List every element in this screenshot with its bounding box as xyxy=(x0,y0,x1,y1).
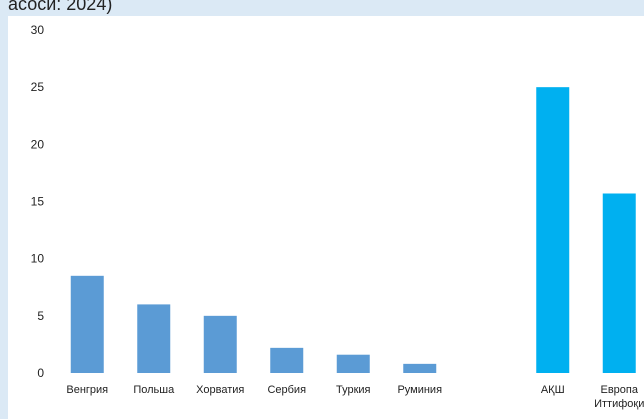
y-tick-label: 30 xyxy=(31,23,45,37)
x-category-label: Хорватия xyxy=(196,384,244,396)
x-category-label: Туркия xyxy=(336,384,371,396)
x-category-label: Сербия xyxy=(267,384,306,396)
bar xyxy=(336,354,370,373)
bar xyxy=(70,275,104,373)
x-category-label: Европа xyxy=(601,384,639,396)
bars xyxy=(70,87,636,374)
bar xyxy=(270,347,304,373)
x-category-label: Венгрия xyxy=(66,384,108,396)
bar xyxy=(203,315,237,373)
bar xyxy=(536,87,570,374)
x-axis: Венгрия Польша Хорватия Сербия Туркия Руминия… xyxy=(66,384,644,410)
y-tick-label: 0 xyxy=(37,366,44,380)
y-tick-label: 15 xyxy=(31,195,45,209)
bar xyxy=(602,193,636,373)
y-tick-label: 20 xyxy=(31,137,45,151)
bar xyxy=(403,363,437,373)
bar xyxy=(137,304,171,373)
x-category-label: Польша xyxy=(133,384,175,396)
x-category-label: Руминия xyxy=(397,384,442,396)
x-category-label: Иттифоқи xyxy=(594,398,644,410)
y-tick-label: 5 xyxy=(37,309,44,323)
chart-caption: асоси: 2024) xyxy=(8,0,113,14)
y-tick-label: 25 xyxy=(31,80,45,94)
y-axis: 0 5 10 15 20 25 30 xyxy=(31,23,45,380)
y-tick-label: 10 xyxy=(31,252,45,266)
x-category-label: АҚШ xyxy=(541,384,565,396)
